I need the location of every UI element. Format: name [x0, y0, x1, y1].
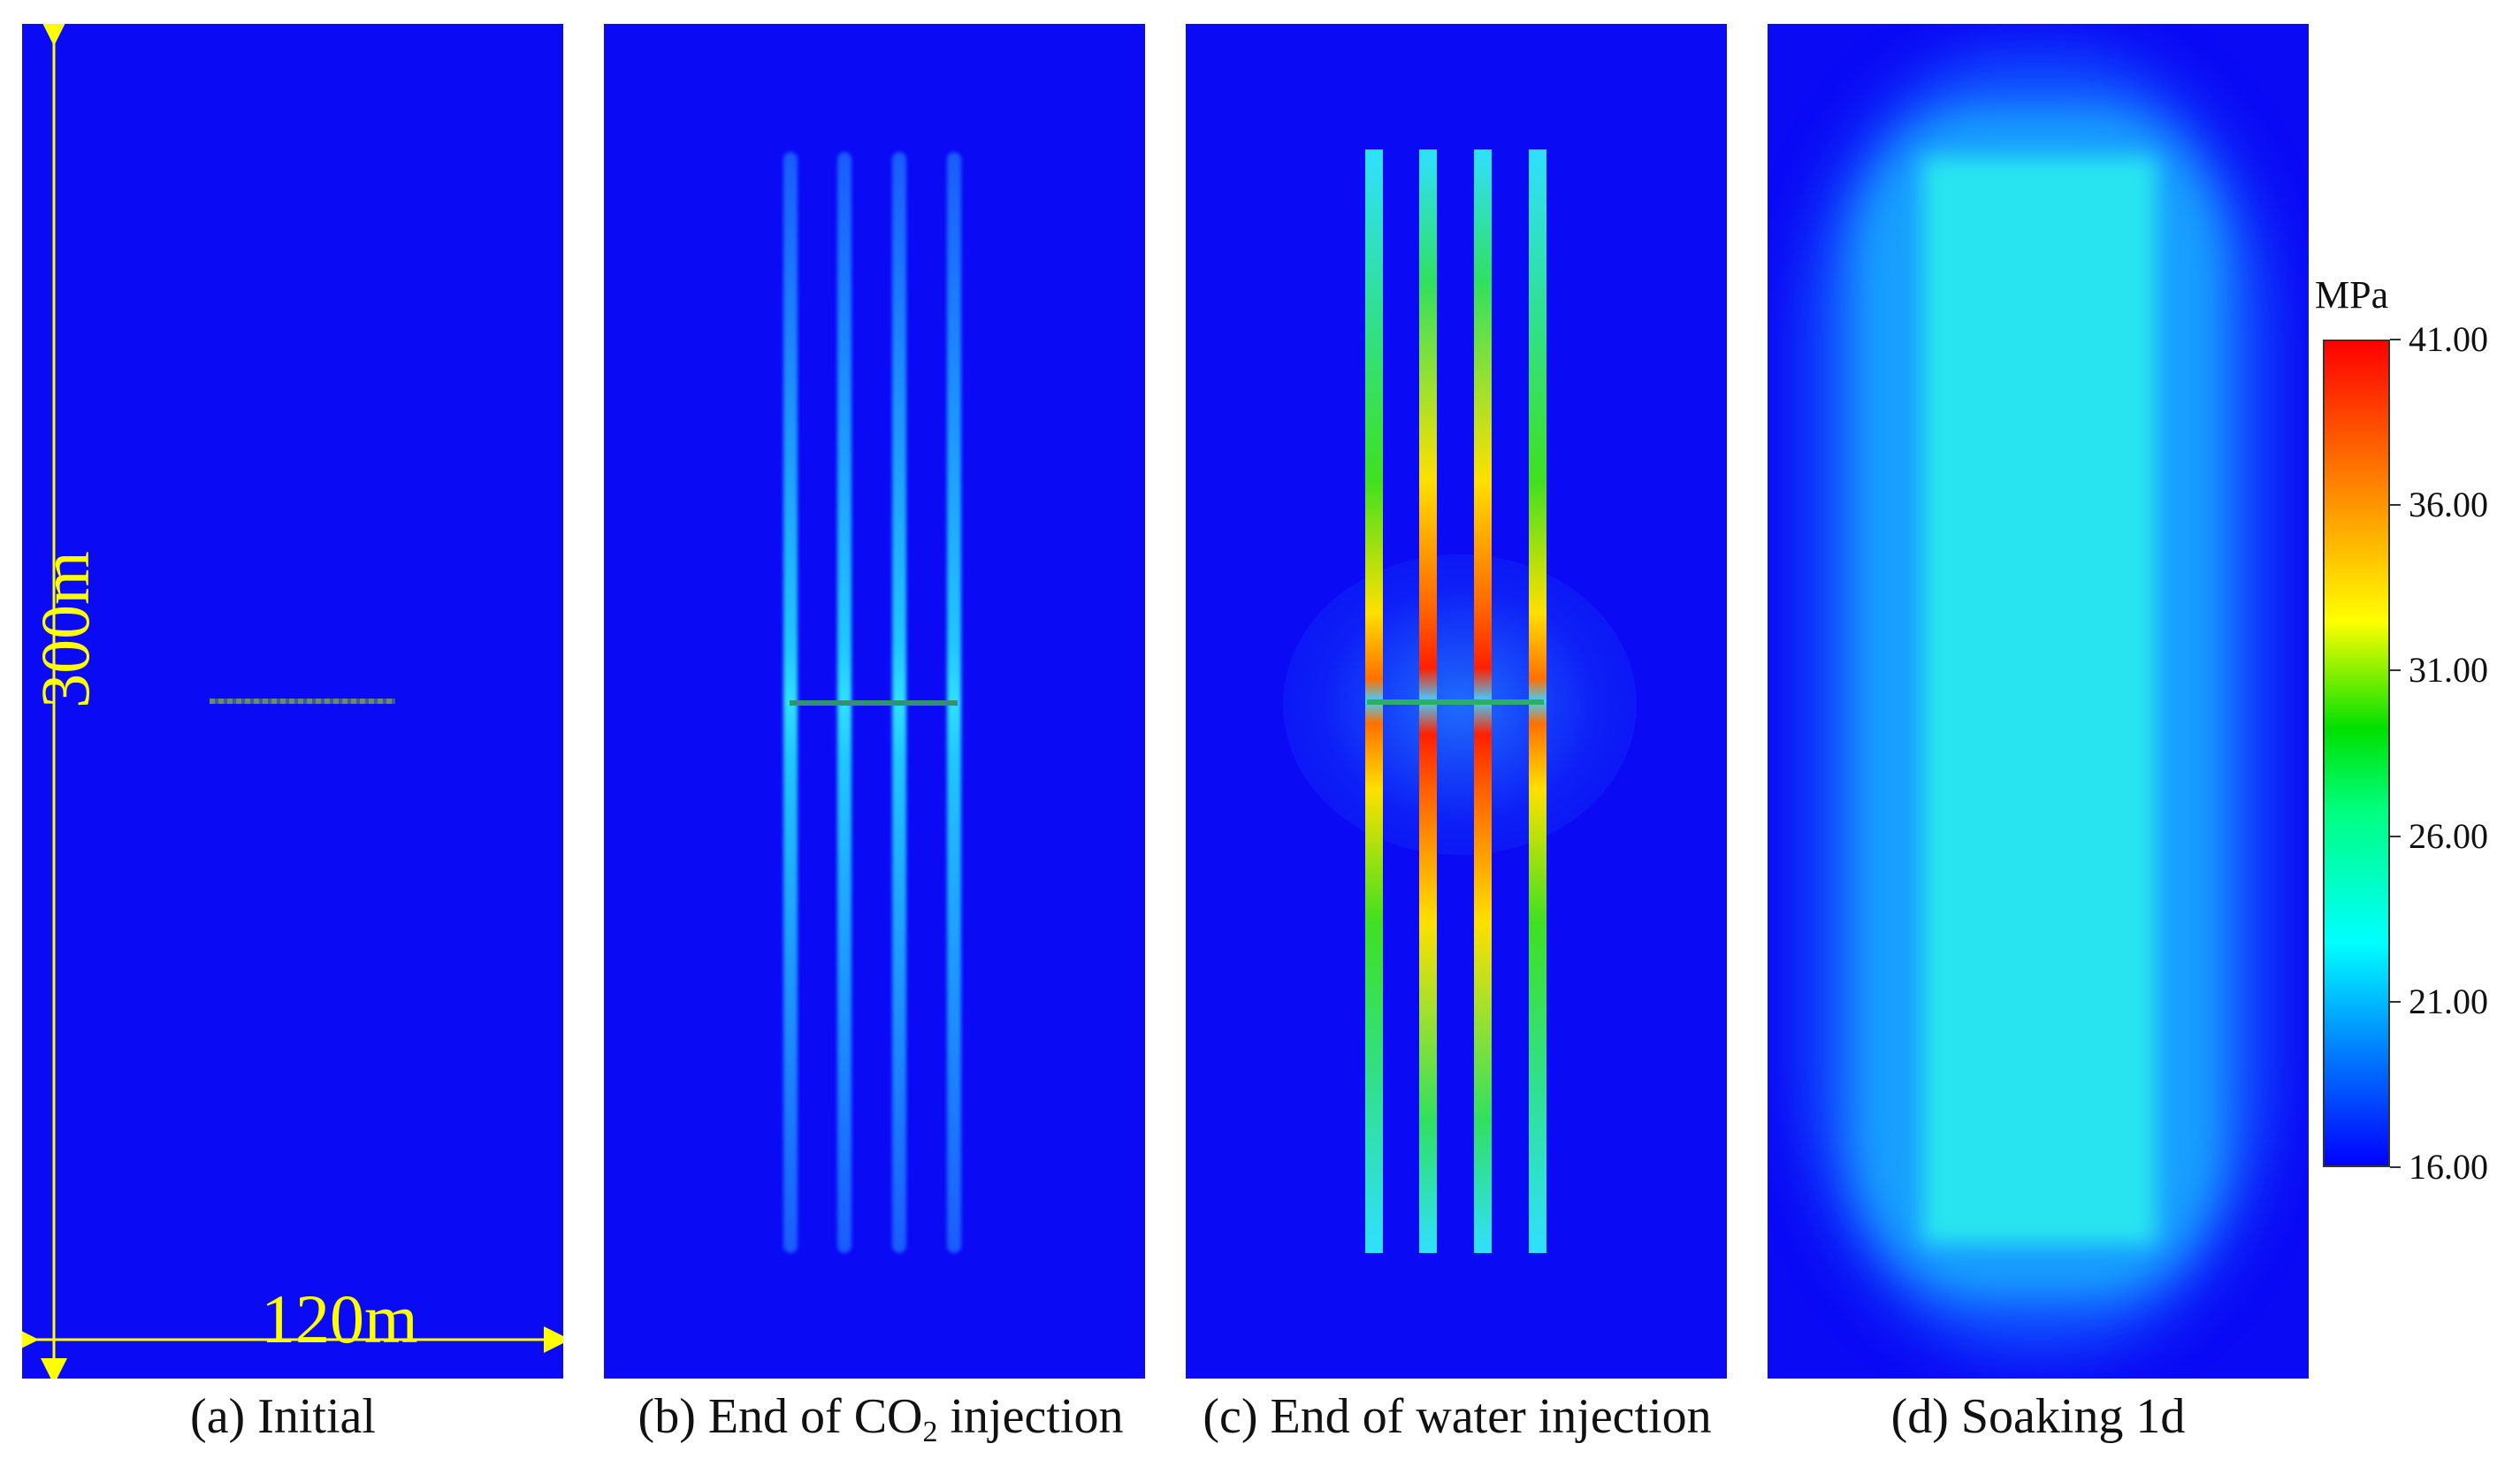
panel-soaking-1d	[1768, 24, 2309, 1379]
colorbar-tick-label: 31.00	[2409, 650, 2488, 691]
colorbar-tick	[2390, 339, 2401, 340]
dimension-arrows	[22, 24, 563, 1379]
colorbar-tick-label: 36.00	[2409, 485, 2488, 525]
width-dimension-label: 120m	[261, 1280, 418, 1357]
colorbar-tick-label: 41.00	[2409, 319, 2488, 359]
panel-initial: 300m 120m	[22, 24, 563, 1379]
caption-text: (b) End of CO	[638, 1389, 923, 1444]
height-dimension-label: 300m	[26, 551, 103, 708]
pressure-inner-zone	[1922, 157, 2157, 1244]
colorbar-tick	[2390, 835, 2401, 837]
caption-end-co2-injection: (b) End of CO2 injection	[571, 1388, 1190, 1450]
wellbore-line	[790, 700, 958, 706]
caption-initial: (a) Initial	[190, 1389, 376, 1444]
wellbore-line	[1367, 699, 1544, 705]
wellbore-line	[210, 699, 395, 704]
panel-end-co2-injection	[604, 24, 1145, 1379]
colorbar-tick	[2390, 669, 2401, 672]
colorbar-tick	[2390, 504, 2401, 507]
colorbar-tick	[2390, 1000, 2401, 1003]
caption-subscript: 2	[922, 1416, 938, 1448]
colorbar-tick-label: 21.00	[2409, 981, 2488, 1021]
colorbar-tick-label: 16.00	[2409, 1147, 2488, 1187]
pressure-halo	[1283, 554, 1637, 855]
colorbar-tick	[2390, 1166, 2401, 1168]
caption-end-water-injection: (c) End of water injection	[1203, 1389, 1712, 1444]
caption-soaking-1d: (d) Soaking 1d	[1890, 1389, 2186, 1444]
panel-end-water-injection	[1186, 24, 1727, 1379]
colorbar-tick-label: 26.00	[2409, 815, 2488, 856]
colorbar-unit: MPa	[2315, 273, 2389, 317]
pressure-colorbar	[2323, 340, 2390, 1167]
caption-text-end: injection	[937, 1389, 1124, 1444]
